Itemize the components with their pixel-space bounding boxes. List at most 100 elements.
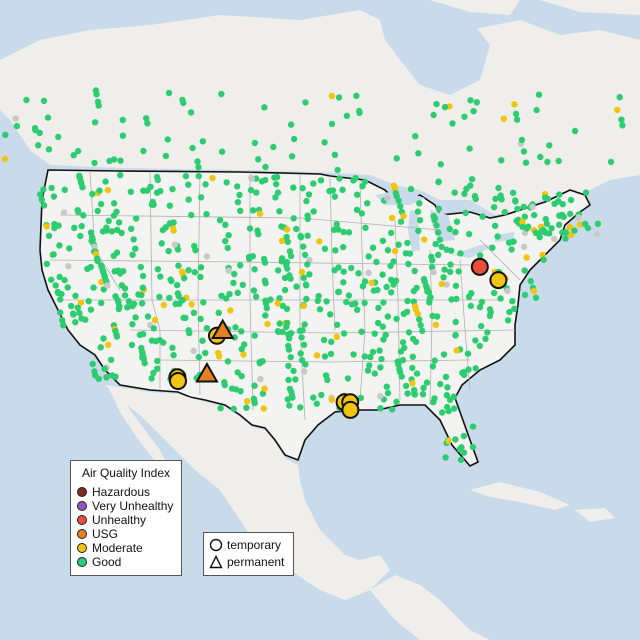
site-dot bbox=[77, 232, 84, 240]
site-dot bbox=[239, 281, 246, 289]
site-dot bbox=[431, 216, 438, 223]
site-dot bbox=[60, 322, 67, 329]
monitor-marker-4[interactable] bbox=[169, 372, 187, 390]
site-dot bbox=[148, 337, 156, 344]
site-dot bbox=[509, 238, 516, 245]
site-dot bbox=[415, 150, 422, 157]
monitor-marker-2[interactable] bbox=[489, 271, 508, 290]
site-dot bbox=[506, 308, 513, 316]
site-dot bbox=[361, 178, 369, 185]
site-dot bbox=[216, 217, 224, 224]
site-dot bbox=[222, 237, 229, 245]
site-dot bbox=[119, 116, 127, 124]
site-dot bbox=[45, 232, 53, 239]
site-dot bbox=[468, 176, 476, 183]
site-dot bbox=[433, 100, 440, 108]
site-dot bbox=[376, 347, 383, 354]
site-dot bbox=[132, 314, 139, 321]
site-dot bbox=[298, 334, 305, 341]
site-dot bbox=[411, 391, 419, 398]
site-dot bbox=[215, 349, 222, 357]
site-dot bbox=[261, 385, 268, 392]
site-dot bbox=[366, 362, 373, 369]
site-dot bbox=[343, 112, 351, 120]
site-dot bbox=[87, 263, 95, 271]
monitor-marker-6[interactable] bbox=[210, 318, 235, 339]
site-dot bbox=[237, 388, 244, 395]
site-dot bbox=[167, 276, 174, 283]
site-dot bbox=[582, 220, 589, 228]
site-dot bbox=[417, 322, 424, 329]
site-dot bbox=[103, 374, 110, 381]
site-dot bbox=[619, 122, 626, 129]
monitor-marker-7[interactable] bbox=[195, 362, 219, 383]
site-dot bbox=[452, 318, 459, 326]
site-dot bbox=[234, 289, 241, 296]
monitor-type-legend: temporary permanent bbox=[203, 532, 294, 576]
site-dot bbox=[178, 297, 185, 304]
site-dot bbox=[234, 183, 241, 190]
site-dot bbox=[498, 157, 505, 164]
site-dot bbox=[387, 229, 395, 237]
site-dot bbox=[240, 351, 247, 358]
site-dot bbox=[114, 226, 121, 234]
site-dot bbox=[197, 315, 204, 323]
site-dot bbox=[188, 301, 195, 308]
site-dot bbox=[404, 239, 411, 247]
site-dot bbox=[368, 279, 375, 286]
site-dot bbox=[369, 244, 377, 251]
site-dot bbox=[302, 99, 309, 106]
site-dot bbox=[105, 341, 112, 349]
site-dot bbox=[344, 375, 352, 382]
site-dot bbox=[180, 314, 187, 321]
site-dot bbox=[283, 305, 291, 313]
site-dot bbox=[536, 233, 543, 241]
site-dot bbox=[393, 315, 400, 323]
site-dot bbox=[387, 262, 394, 270]
site-dot bbox=[138, 300, 146, 307]
site-dot bbox=[50, 193, 58, 200]
site-dot bbox=[292, 376, 299, 383]
site-dot bbox=[555, 157, 562, 165]
site-dot bbox=[430, 111, 437, 119]
monitor-marker-10[interactable] bbox=[341, 400, 360, 419]
site-dot bbox=[251, 139, 259, 147]
site-dot bbox=[132, 215, 140, 222]
site-dot bbox=[128, 225, 135, 232]
site-dot bbox=[416, 200, 423, 207]
site-dot bbox=[276, 208, 283, 215]
site-dot bbox=[377, 392, 384, 400]
site-dot bbox=[362, 224, 369, 231]
site-dot bbox=[162, 152, 170, 160]
site-dot bbox=[555, 221, 563, 228]
site-dot bbox=[478, 298, 486, 306]
site-dot bbox=[185, 267, 192, 274]
site-dot bbox=[457, 250, 464, 257]
site-dot bbox=[300, 274, 307, 281]
site-dot bbox=[334, 166, 341, 174]
monitor-marker-1[interactable] bbox=[470, 257, 489, 276]
site-dot bbox=[443, 392, 450, 399]
site-dot bbox=[244, 398, 251, 405]
site-dot bbox=[365, 269, 372, 276]
site-dot bbox=[148, 201, 155, 208]
site-dot bbox=[413, 284, 420, 292]
site-dot bbox=[389, 406, 396, 413]
site-dot bbox=[467, 302, 474, 310]
site-dot bbox=[392, 277, 400, 284]
site-dot bbox=[405, 260, 412, 268]
site-dot bbox=[440, 351, 448, 358]
legend-item-moderate: Moderate bbox=[77, 541, 143, 555]
site-dot bbox=[306, 271, 313, 278]
legend-item-very-unhealthy: Very Unhealthy bbox=[77, 499, 173, 513]
site-dot bbox=[157, 273, 164, 280]
site-dot bbox=[521, 213, 528, 220]
site-dot bbox=[340, 330, 348, 337]
site-dot bbox=[421, 236, 428, 243]
site-dot bbox=[432, 240, 439, 248]
site-dot bbox=[438, 280, 445, 288]
site-dot bbox=[141, 360, 148, 367]
site-dot bbox=[190, 309, 198, 316]
site-dot bbox=[283, 226, 291, 233]
